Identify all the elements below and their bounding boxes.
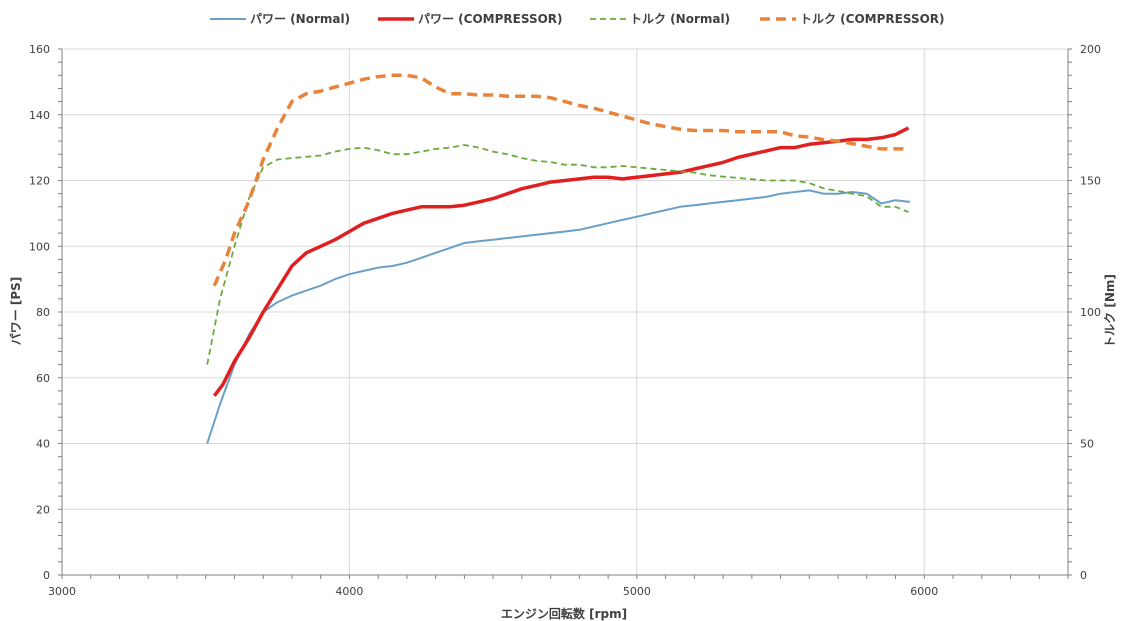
y-axis-left-tick-label: 60	[36, 372, 50, 385]
y-axis-left-title: パワー [PS]	[9, 277, 23, 346]
y-axis-right-tick-label: 50	[1080, 438, 1094, 451]
legend-label-4: トルク (COMPRESSOR)	[800, 12, 945, 26]
legend-label-1: パワー (Normal)	[250, 12, 350, 26]
y-axis-right-tick-label: 100	[1080, 306, 1101, 319]
y-axis-left-tick-label: 100	[29, 240, 50, 253]
x-axis-title: エンジン回転数 [rpm]	[501, 606, 627, 621]
y-axis-left-tick-label: 40	[36, 438, 50, 451]
grid	[61, 48, 1068, 576]
series-line-3	[206, 144, 909, 365]
y-axis-left-tick-label: 140	[29, 109, 50, 122]
y-axis-left-tick-label: 0	[43, 569, 50, 582]
axes: 0 20 40 60 80 100 120 140 160 0 50 100 150 200 3000 400…	[29, 43, 1101, 598]
y-axis-right-tick-label: 150	[1080, 175, 1101, 188]
series-line-1	[206, 189, 911, 444]
legend-label-3: トルク (Normal)	[630, 12, 730, 26]
y-axis-left-tick-label: 160	[29, 43, 50, 56]
y-axis-left-tick-label: 20	[36, 503, 50, 516]
y-axis-right-tick-label: 200	[1080, 43, 1101, 56]
series-group	[206, 73, 911, 444]
y-axis-right-tick-label: 0	[1080, 569, 1087, 582]
series-line-2	[212, 126, 910, 397]
y-axis-left-tick-label: 80	[36, 306, 50, 319]
legend: パワー (Normal) パワー (COMPRESSOR) トルク (Normal)…	[210, 12, 945, 26]
x-axis-tick-label: 5000	[623, 585, 651, 598]
x-axis-tick-label: 4000	[335, 585, 363, 598]
series-line-4	[212, 73, 905, 287]
y-axis-left-tick-label: 120	[29, 175, 50, 188]
legend-label-2: パワー (COMPRESSOR)	[418, 12, 563, 26]
x-axis-tick-label: 3000	[48, 585, 76, 598]
x-axis-tick-label: 6000	[910, 585, 938, 598]
y-axis-right-title: トルク [Nm]	[1103, 274, 1117, 348]
